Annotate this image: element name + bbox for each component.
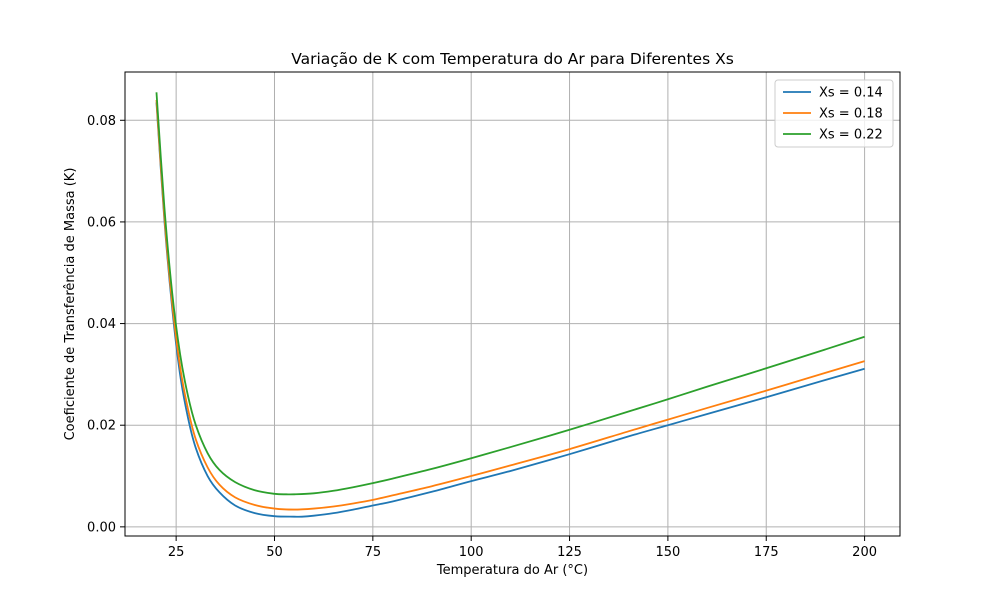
y-tick-label: 0.04 [87, 317, 116, 332]
y-tick-label: 0.00 [87, 520, 116, 535]
plot-frame [124, 71, 901, 537]
grid [125, 72, 900, 536]
x-axis: 25 50 75 100 125 150 175 200 [168, 536, 877, 560]
series-line-2 [155, 99, 865, 511]
x-tick-label: 150 [655, 545, 680, 560]
x-tick-label: 175 [754, 545, 779, 560]
series-line-3 [155, 92, 865, 496]
x-axis-label: Temperatura do Ar (°C) [436, 563, 588, 578]
legend-label-2: Xs = 0.18 [819, 107, 883, 122]
series-line-1 [155, 102, 865, 518]
x-tick-label: 75 [365, 545, 382, 560]
legend-label-3: Xs = 0.22 [819, 128, 883, 143]
legend-label-1: Xs = 0.14 [819, 86, 883, 101]
legend: Xs = 0.14 Xs = 0.18 Xs = 0.22 [774, 79, 894, 148]
x-tick-label: 50 [266, 545, 283, 560]
y-tick-label: 0.02 [87, 419, 116, 434]
x-tick-label: 100 [459, 545, 484, 560]
x-tick-label: 25 [168, 545, 185, 560]
y-tick-label: 0.06 [87, 215, 116, 230]
series-layer [155, 92, 865, 518]
chart-title: Variação de K com Temperatura do Ar para… [291, 50, 734, 68]
y-tick-label: 0.08 [87, 114, 116, 129]
legend-box [774, 79, 894, 148]
y-axis: 0.00 0.02 0.04 0.06 0.08 [87, 114, 125, 535]
x-tick-label: 125 [557, 545, 582, 560]
x-tick-label: 200 [852, 545, 877, 560]
y-axis-label: Coeficiente de Transferência de Massa (K… [63, 168, 78, 441]
